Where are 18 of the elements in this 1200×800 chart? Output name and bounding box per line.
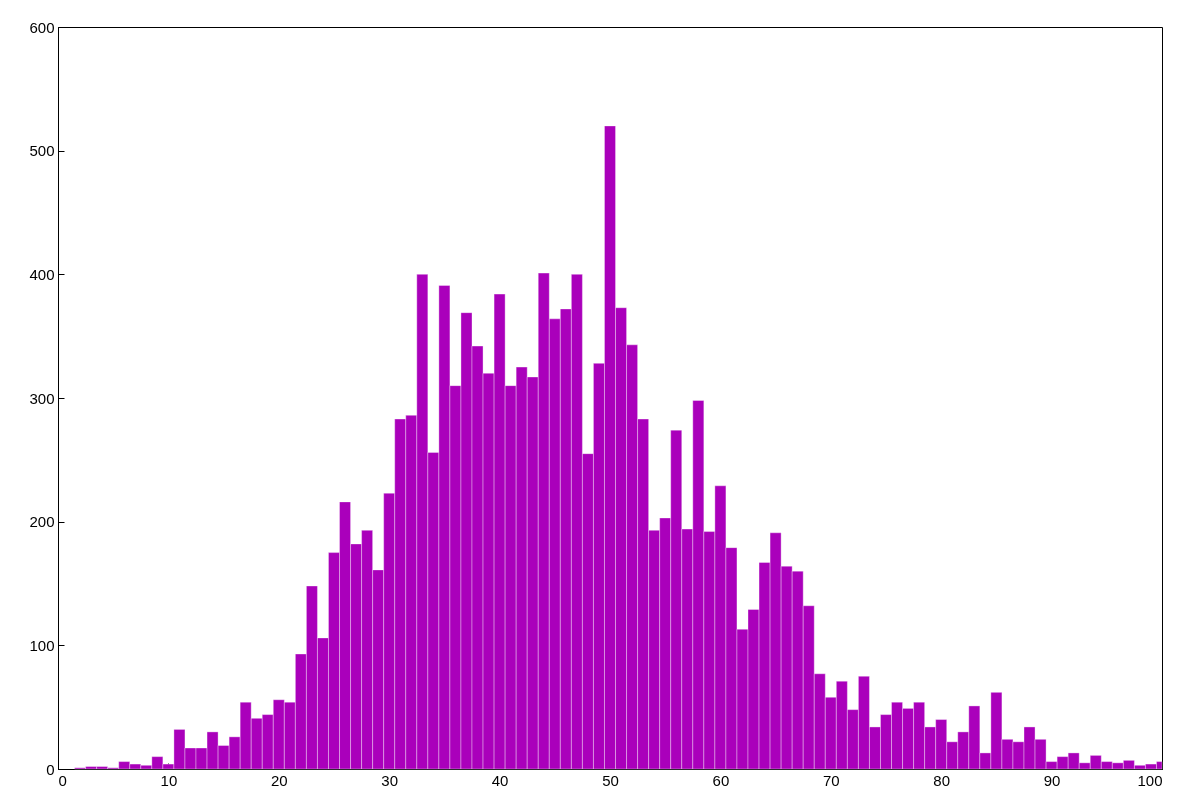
y-tick-label: 200: [29, 513, 55, 531]
x-tick-label: 10: [160, 771, 178, 789]
y-tick-label: 600: [29, 18, 55, 36]
x-tick-label: 30: [381, 771, 399, 789]
y-tick-label: 0: [46, 760, 55, 778]
x-tick-label: 90: [1043, 771, 1061, 789]
y-tick-label: 300: [29, 389, 55, 407]
y-tick-label: 100: [29, 636, 55, 654]
x-tick-label: 20: [270, 771, 288, 789]
x-tick-label: 70: [822, 771, 840, 789]
x-tick-label: 100: [1137, 771, 1163, 789]
x-tick-label: 0: [58, 771, 67, 789]
x-tick-label: 80: [933, 771, 951, 789]
x-tick-label: 60: [712, 771, 730, 789]
y-tick-label: 400: [29, 265, 55, 283]
x-tick-label: 50: [602, 771, 619, 789]
x-tick-label: 40: [491, 771, 509, 789]
y-tick-label: 500: [29, 142, 55, 160]
